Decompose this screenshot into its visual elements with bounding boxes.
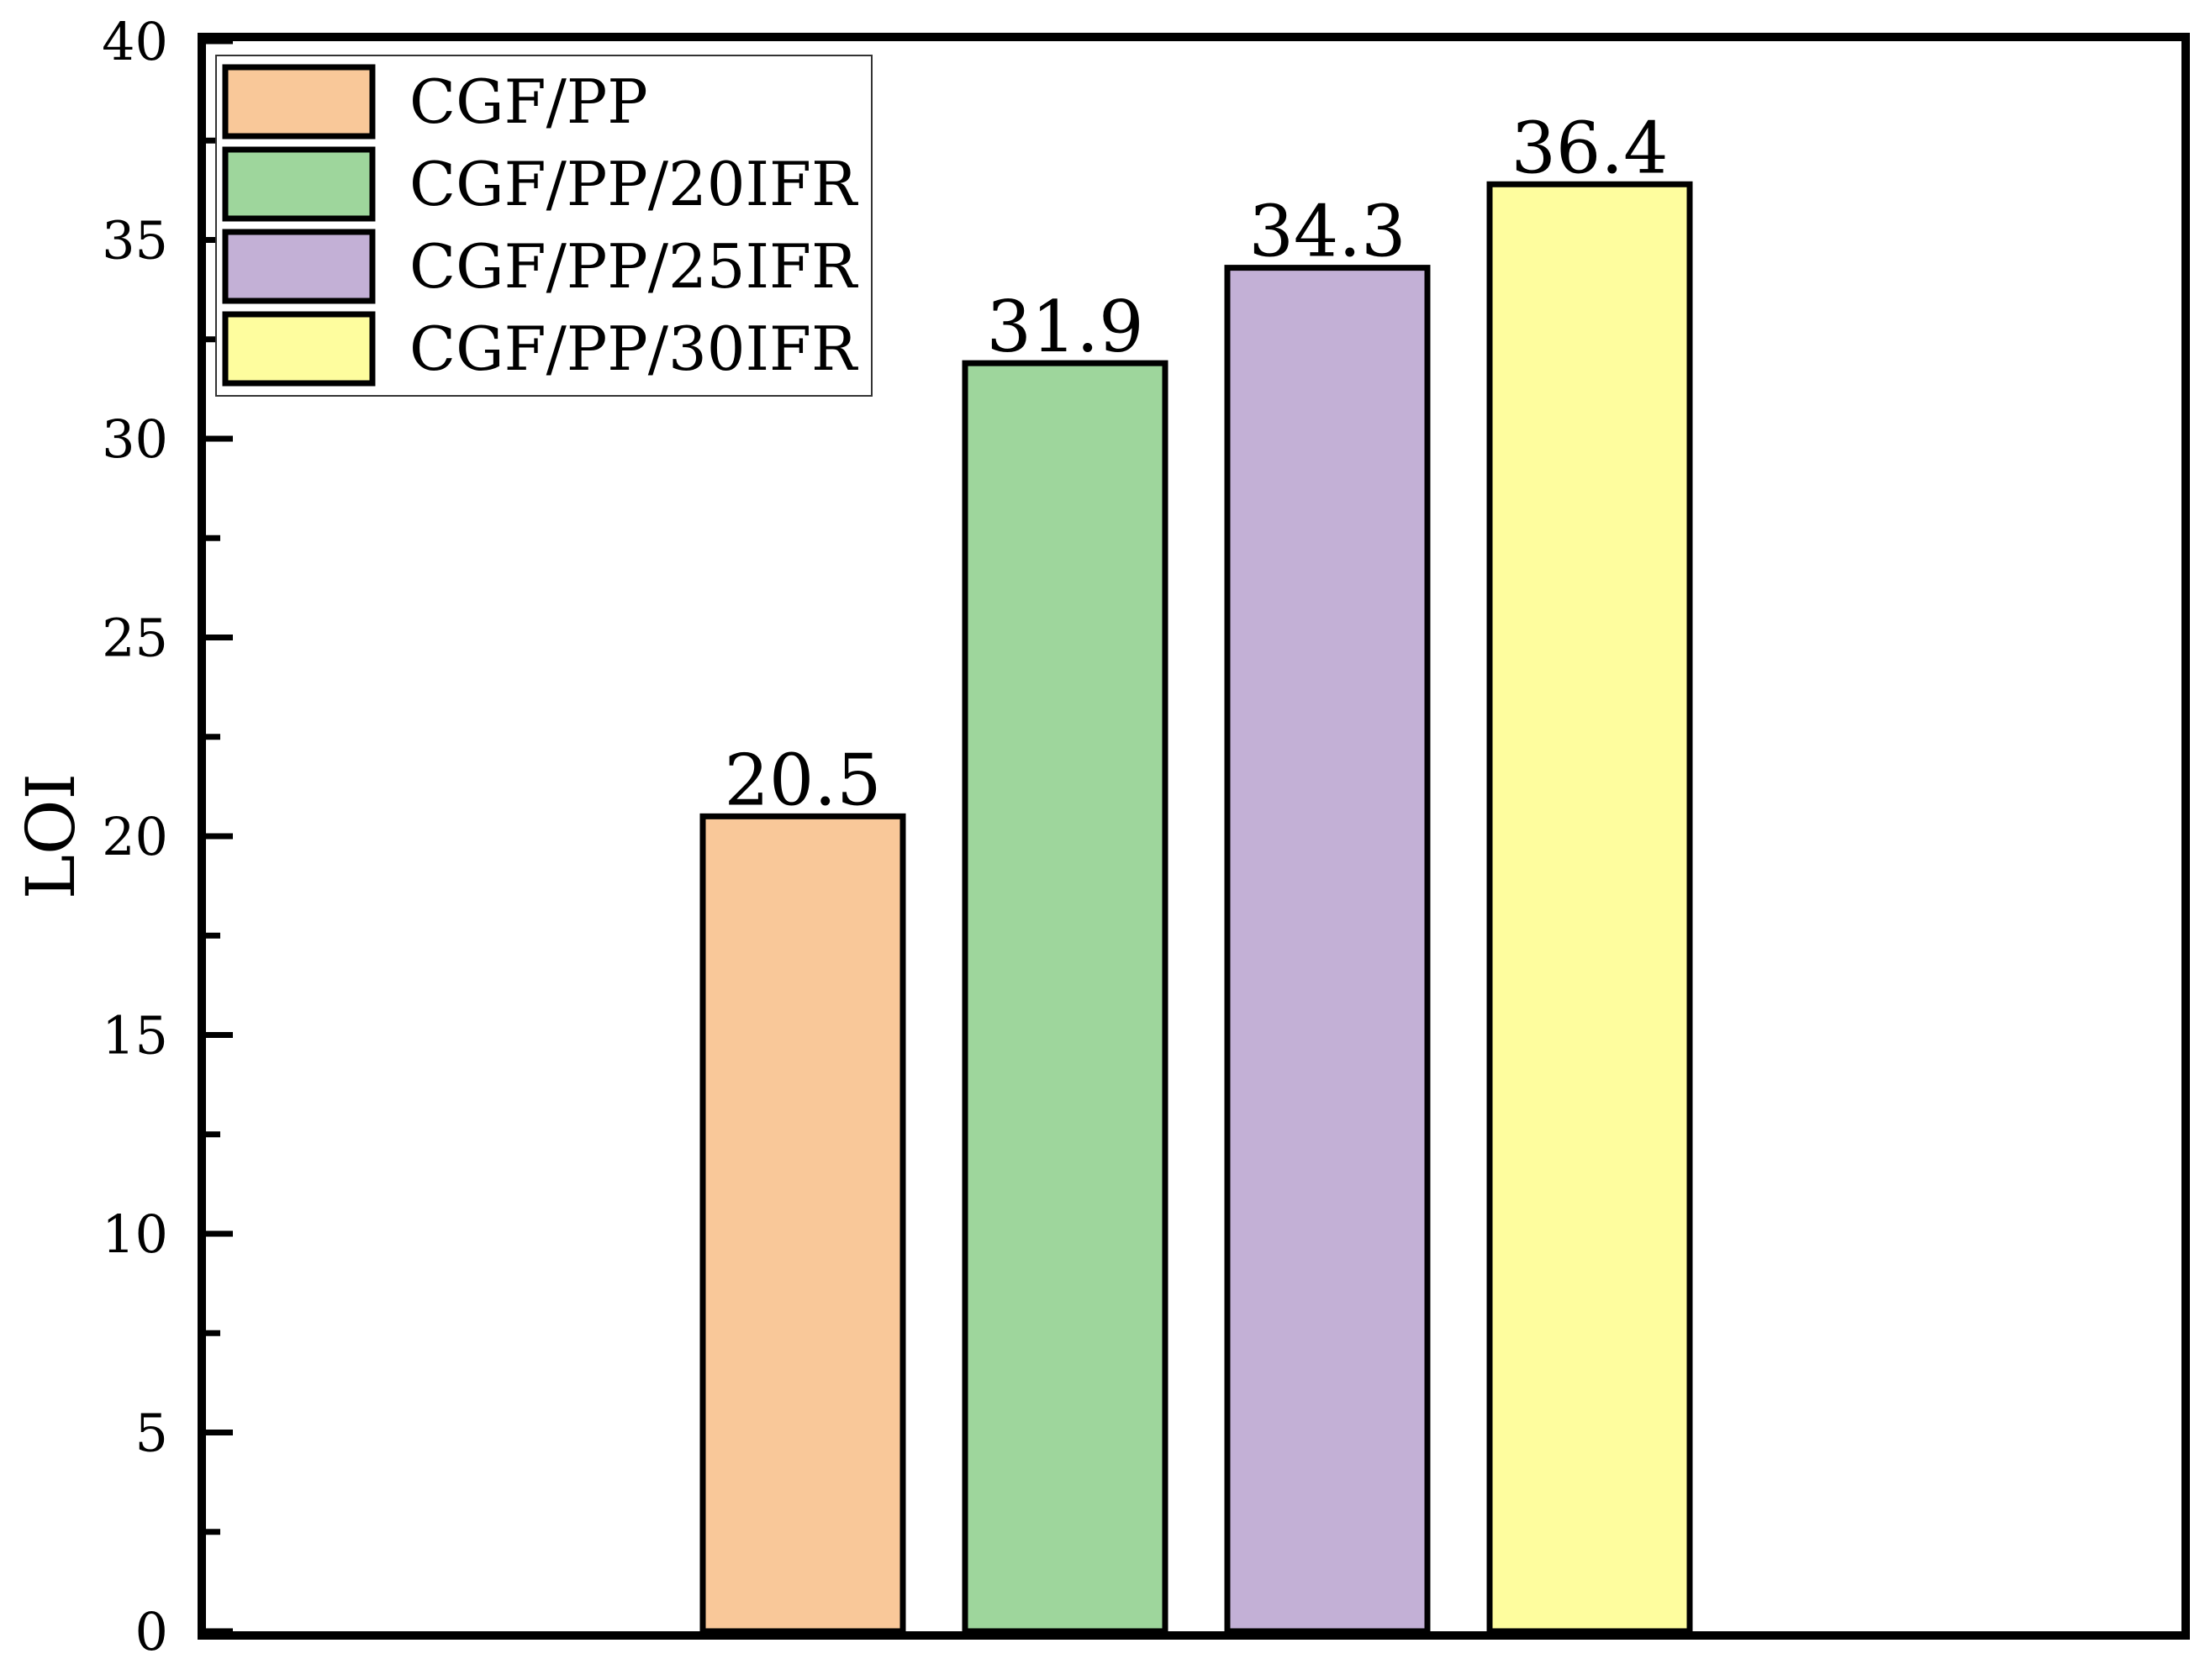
y-axis-tick-labels: 0 5 10 15 20 25 30 35 40 (102, 11, 168, 1662)
bar-1 (699, 813, 906, 1635)
y-tick-label: 10 (102, 1203, 168, 1265)
legend-swatch-1 (222, 64, 376, 140)
y-tick-label: 0 (135, 1601, 168, 1662)
legend-label-2: CGF/PP/20IFR (409, 149, 858, 219)
value-labels: 20.5 31.9 34.3 36.4 (724, 107, 1668, 821)
bars (699, 181, 1693, 1635)
legend-label-3: CGF/PP/25IFR (409, 231, 858, 302)
legend-swatch-3 (222, 229, 376, 304)
plot-frame (198, 33, 2190, 1640)
y-tick-label: 20 (102, 806, 168, 867)
bar-3 (1224, 265, 1431, 1635)
y-tick-label: 30 (102, 408, 168, 470)
y-tick-label: 35 (102, 210, 168, 271)
legend-swatch-4 (222, 311, 376, 387)
y-tick-label: 25 (102, 608, 168, 669)
y-axis-label: LOI (12, 773, 90, 899)
bar-2 (962, 360, 1168, 1635)
bar-value-label-1: 20.5 (724, 739, 881, 821)
bar-value-label-4: 36.4 (1511, 107, 1668, 189)
bar-4 (1486, 181, 1693, 1635)
y-tick-label: 40 (102, 11, 168, 72)
legend-label-4: CGF/PP/30IFR (409, 313, 858, 384)
y-tick-label: 15 (102, 1005, 168, 1066)
legend-label-1: CGF/PP (409, 66, 648, 137)
legend-swatch-2 (222, 146, 376, 222)
bar-value-label-3: 34.3 (1248, 191, 1406, 273)
bar-value-label-2: 31.9 (986, 286, 1143, 368)
y-tick-label: 5 (135, 1403, 168, 1464)
legend: CGF/PP CGF/PP/20IFR CGF/PP/25IFR CGF/PP/30I… (215, 55, 873, 397)
